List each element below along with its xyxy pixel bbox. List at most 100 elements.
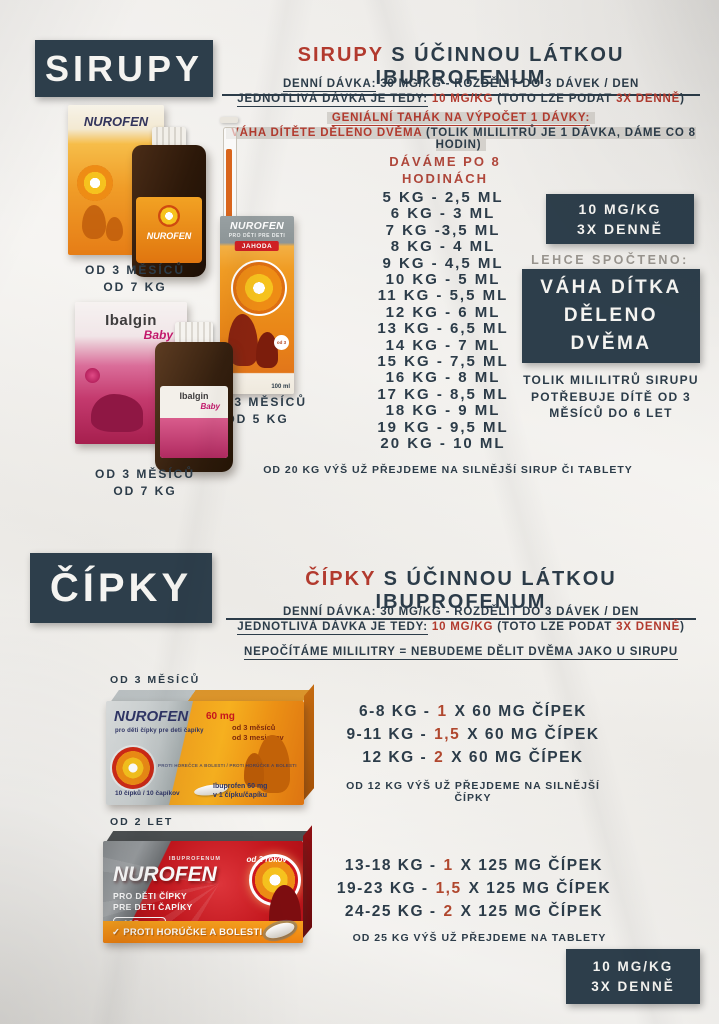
nurofen60-contains2: v 1 čípku/čapíku <box>213 792 268 799</box>
cipky-single-dose-line: JEDNOTLIVÁ DÁVKA JE TEDY: 10 MG/KG (TOTO… <box>233 621 689 635</box>
nurofen-target-icon <box>231 260 287 316</box>
silhouette-icon <box>106 217 123 241</box>
single-dose-label: JEDNOTLIVÁ DÁVKA JE TEDY: <box>237 621 428 635</box>
single-dose-value: 10 MG/KG <box>431 93 494 105</box>
syrup-dose-row: 12 KG - 6 ML <box>385 303 501 321</box>
daily-dose-label: DENNÍ DÁVKA: <box>282 78 377 92</box>
sirupy-title-highlight: SIRUPY <box>297 44 384 66</box>
single-dose-end: ) <box>680 621 685 633</box>
syrup-dose-row: 10 KG - 5 ML <box>385 271 501 289</box>
label-pink-band <box>160 418 228 458</box>
dose-multiplier: 1 <box>443 857 454 874</box>
syrup-dose-table: 5 KG - 2,5 ML 6 KG - 3 ML 7 KG -3,5 ML 8… <box>328 189 558 453</box>
ibalgin-brand: Ibalgin <box>105 312 157 329</box>
syrup-dose-row: 20 KG - 10 ML <box>380 435 506 453</box>
easy-label: LEHCE SPOČTENO: <box>531 253 689 267</box>
dose-rows-60: 6-8 KG - 1 X 60 MG ČÍPEK 9-11 KG - 1,5 X 60 … <box>322 700 624 769</box>
dose-rest: X 125 MG ČÍPEK <box>468 880 612 897</box>
cipky-title-rest: S ÚČINNOU LÁTKOU IBUPROFENUM <box>375 568 617 613</box>
nurofen125-banner: ✓ PROTI HORÚČKE A BOLESTI <box>103 919 303 943</box>
dose-badge-top-line1: 10 MG/KG <box>578 201 662 217</box>
nurofen60-age2: od 3 mesiacov <box>232 733 284 742</box>
age-label-60: OD 3 MĚSÍCŮ <box>110 674 201 686</box>
dose-range: 6-8 KG - <box>359 703 431 720</box>
jahoda-sub: PRO DĚTI PRE DETI <box>228 233 286 239</box>
strawberry-icon <box>85 368 100 383</box>
ibalgin-sub: Baby <box>143 328 173 342</box>
daily-dose-rest: 30 MG/KG - ROZDĚLIT DO 3 DÁVEK / DEN <box>380 606 640 618</box>
nurofen60-age1: od 3 měsíců <box>232 723 276 732</box>
interval-heading-line2: HODINÁCH <box>401 171 489 186</box>
syringe-plunger <box>220 117 238 123</box>
syringe-fill <box>226 149 232 219</box>
nurofen125-ibuprofenum: IBUPROFENUM <box>169 856 221 862</box>
sirupy-title-rest: S ÚČINNOU LÁTKOU IBUPROFENUM <box>375 44 625 89</box>
dose-range: 12 KG - <box>362 749 428 766</box>
bottle-label: NUROFEN <box>136 197 202 263</box>
dose-badge-top: 10 MG/KG 3X DENNĚ <box>546 194 694 244</box>
syrup-dose-row: 19 KG - 9,5 ML <box>377 418 509 436</box>
sirupy-section-label: SIRUPY <box>35 40 213 97</box>
caption-line: OD 7 KG <box>103 280 167 294</box>
product-nurofen-syrup: NUROFEN NUROFEN <box>62 95 257 277</box>
jahoda-age-badge: od 3 <box>274 335 289 350</box>
dose-row-125: 13-18 KG - 1 X 125 MG ČÍPEK <box>316 854 632 877</box>
single-dose-value: 10 MG/KG <box>431 621 494 633</box>
syrup-dose-row: 9 KG - 4,5 ML <box>382 254 504 272</box>
dose-multiplier: 1,5 <box>434 726 461 743</box>
single-dose-mid: (TOTO LZE PODAT <box>497 93 613 105</box>
caption-nurofen-syrup: OD 3 MĚSÍCŮ OD 7 KG <box>70 262 200 296</box>
product-nurofen-jahoda: NUROFEN PRO DĚTI PRE DETI JAHODA od 3 10… <box>220 216 294 394</box>
suppository-icon <box>263 919 297 942</box>
syrup-dose-row: 7 KG -3,5 ML <box>385 221 501 239</box>
dose-multiplier: 2 <box>434 749 445 766</box>
nurofen60-contains1: Ibuprofen 60 mg <box>213 783 268 790</box>
silhouette-icon <box>228 314 258 366</box>
jahoda-box: NUROFEN PRO DĚTI PRE DETI JAHODA od 3 10… <box>220 216 294 394</box>
box-side-face <box>304 684 314 800</box>
sirupy-section-label-text: SIRUPY <box>44 47 204 89</box>
nurofen-target-icon <box>77 165 113 201</box>
dose-row-125: 19-23 KG - 1,5 X 125 MG ČÍPEK <box>316 877 632 900</box>
weight-rule-line1: VÁHA DÍTKA <box>540 277 682 298</box>
syrup-dose-row: 11 KG - 5,5 ML <box>377 287 509 305</box>
dosing-syringe <box>220 113 238 255</box>
dose-range: 24-25 KG - <box>344 903 437 920</box>
caption-line: OD 7 KG <box>113 484 177 498</box>
syrup-dose-row: 18 KG - 9 ML <box>385 402 501 420</box>
nurofen125-sub: PRO DĚTI ČÍPKY PRE DETI ČAPÍKY <box>113 891 193 913</box>
caption-line: OD 3 MĚSÍCŮ <box>94 467 195 481</box>
dose-range: 19-23 KG - <box>336 880 429 897</box>
syrup-dose-row: 15 KG - 7,5 ML <box>377 353 509 371</box>
nurofen60-sub: pro děti čípky pre deti čapíky <box>115 728 204 734</box>
nurofen60-count: 10 čípků / 10 čapíkov <box>115 790 180 797</box>
dose-range: 9-11 KG - <box>346 726 428 743</box>
label-brand: Ibalgin <box>179 391 209 401</box>
dose-range: 13-18 KG - <box>344 857 437 874</box>
bottle-label-brand: NUROFEN <box>146 231 192 241</box>
nurofen125-sub1: PRO DĚTI ČÍPKY <box>113 891 188 901</box>
nurofen-target-icon <box>112 747 154 789</box>
bottle-body: NUROFEN <box>132 145 206 277</box>
syrup-dose-row: 16 KG - 8 ML <box>385 369 501 387</box>
dose-rest: X 125 MG ČÍPEK <box>460 903 604 920</box>
dose-rest: X 125 MG ČÍPEK <box>460 857 604 874</box>
nurofen125-brand: NUROFEN <box>113 863 217 886</box>
note-20kg: OD 20 KG VÝŠ UŽ PŘEJDEME NA SILNĚJŠÍ SIR… <box>263 464 633 476</box>
nurofen60-claim: PROTI HOREČCE A BOLESTI / PROTI HORÚČKE … <box>158 763 297 768</box>
product-nurofen-125: IBUPROFENUM NUROFEN PRO DĚTI ČÍPKY PRE D… <box>103 825 315 967</box>
cipky-section-label: ČÍPKY <box>30 553 212 623</box>
interval-heading-line1: DÁVÁME PO 8 <box>389 154 501 169</box>
product-ibalgin-baby: Ibalgin Baby Ibalgin Baby <box>75 296 240 476</box>
box-front-face: IBUPROFENUM NUROFEN PRO DĚTI ČÍPKY PRE D… <box>103 841 303 943</box>
nurofen60-dose: 60 mg <box>206 711 235 722</box>
weight-rule-line3: DVĚMA <box>570 333 652 354</box>
bottle-body: Ibalgin Baby <box>155 342 233 472</box>
baby-silhouette-icon <box>91 394 143 432</box>
cheat-line-2-rest: (TOLIK MILILITRŮ JE 1 DÁVKA, DÁME CO 8 H… <box>426 127 696 151</box>
syrup-dose-row: 13 KG - 6,5 ML <box>377 320 509 338</box>
weight-rule-line2: DĚLENO <box>563 305 659 326</box>
silhouette-icon <box>244 753 264 787</box>
nurofen125-banner-text: ✓ PROTI HORÚČKE A BOLESTI <box>112 926 263 938</box>
